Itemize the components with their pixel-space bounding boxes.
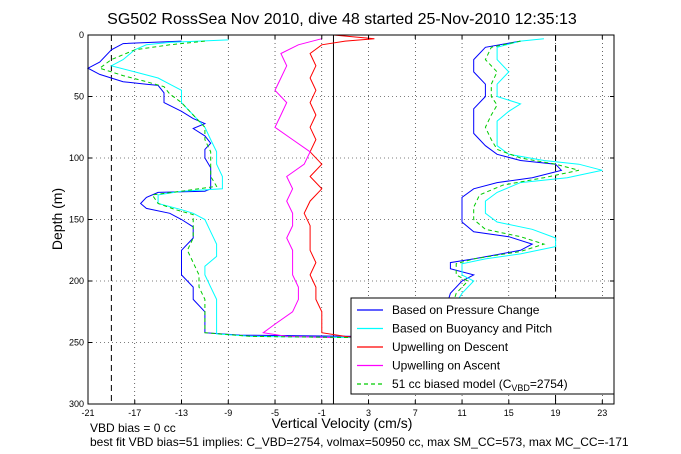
footer-vbd-bias: VBD bias = 0 cc — [90, 421, 176, 435]
y-tick-label: 200 — [69, 276, 84, 286]
series-line — [86, 40, 357, 337]
x-tick-label: 11 — [457, 408, 466, 418]
series-line — [303, 34, 375, 339]
series-line — [262, 38, 334, 339]
x-axis-label: Vertical Velocity (cm/s) — [272, 415, 413, 431]
legend-label: Based on Buoyancy and Pitch — [392, 322, 552, 336]
x-tick-label: -13 — [175, 408, 188, 418]
x-tick-label: -21 — [81, 408, 94, 418]
x-tick-label: -17 — [128, 408, 141, 418]
chart-title: SG502 RossSea Nov 2010, dive 48 started … — [107, 11, 577, 28]
footer-best-fit: best fit VBD bias=51 implies: C_VBD=2754… — [90, 435, 629, 449]
legend-label: Upwelling on Descent — [392, 340, 509, 354]
x-tick-label: 23 — [597, 408, 607, 418]
series-layer — [86, 34, 603, 341]
legend-label: Based on Pressure Change — [392, 303, 540, 317]
legend-label: 51 cc biased model (CVBD=2754) — [392, 377, 568, 393]
y-axis-label: Depth (m) — [49, 188, 65, 250]
y-tick-label: 100 — [69, 153, 84, 163]
legend: Based on Pressure Change Based on Buoyanc… — [350, 297, 615, 395]
x-tick-label: 7 — [413, 408, 418, 418]
reference-lines — [110, 35, 557, 404]
y-tick-label: 50 — [74, 92, 84, 102]
series-line — [380, 40, 563, 341]
legend-label: Upwelling on Ascent — [392, 359, 501, 373]
series-line — [380, 40, 580, 341]
legend-box — [350, 297, 615, 395]
x-tick-label: 19 — [551, 408, 561, 418]
series-line — [380, 38, 603, 341]
x-tick-label: 15 — [504, 408, 514, 418]
y-tick-label: 150 — [69, 215, 84, 225]
y-tick-label: 250 — [69, 338, 84, 348]
axis-ticks: -21 -17 -13 -9 -5 -1 3 7 11 15 19 23050100150200250… — [69, 30, 614, 418]
legend-label-tail: =2754) — [530, 377, 568, 391]
x-tick-label: -1 — [318, 408, 326, 418]
series-line — [98, 40, 357, 339]
y-tick-label: 0 — [79, 30, 84, 40]
legend-label-subscript: VBD — [511, 383, 530, 393]
x-tick-label: 3 — [366, 408, 371, 418]
y-tick-label: 300 — [69, 399, 84, 409]
x-tick-label: -9 — [224, 408, 232, 418]
x-tick-label: -5 — [271, 408, 279, 418]
series-line — [110, 39, 357, 339]
